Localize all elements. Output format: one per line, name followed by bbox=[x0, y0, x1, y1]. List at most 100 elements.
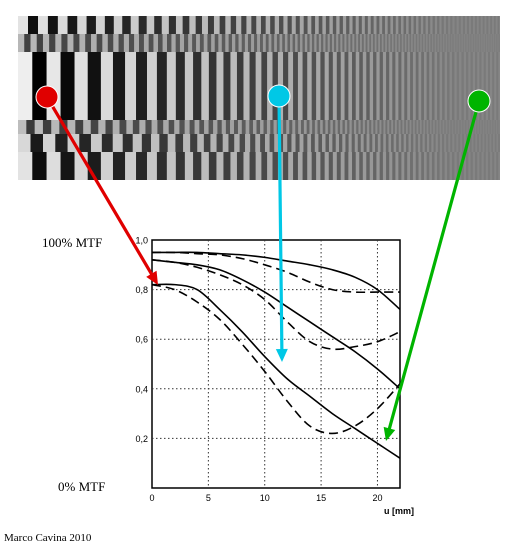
pattern-bar bbox=[348, 152, 353, 180]
pattern-bar bbox=[239, 134, 246, 152]
pattern-bar bbox=[218, 34, 223, 52]
pattern-bar bbox=[442, 52, 445, 120]
pattern-bar bbox=[95, 16, 106, 34]
pattern-bar bbox=[454, 134, 457, 152]
pattern-bar bbox=[373, 120, 376, 134]
pattern-bar bbox=[171, 34, 176, 52]
pattern-bar bbox=[458, 16, 462, 34]
pattern-bar bbox=[197, 134, 205, 152]
pattern-bar bbox=[391, 134, 394, 152]
pattern-bar bbox=[322, 120, 326, 134]
pattern-bar bbox=[216, 152, 224, 180]
pattern-bar bbox=[283, 134, 288, 152]
pattern-bar bbox=[376, 152, 380, 180]
pattern-bar bbox=[91, 34, 97, 52]
pattern-bar bbox=[260, 134, 266, 152]
pattern-bar bbox=[167, 34, 172, 52]
mtf-curve-solid bbox=[152, 283, 400, 459]
pattern-bar bbox=[261, 152, 268, 180]
pattern-bar bbox=[364, 16, 369, 34]
pattern-bar bbox=[454, 152, 458, 180]
pattern-bar bbox=[456, 16, 460, 34]
pattern-bar bbox=[49, 34, 56, 52]
pattern-bar bbox=[492, 52, 495, 120]
pattern-bar bbox=[184, 52, 194, 120]
pattern-bar bbox=[125, 152, 137, 180]
pattern-bar bbox=[216, 52, 224, 120]
pattern-bar bbox=[349, 16, 353, 34]
pattern-bar bbox=[487, 34, 489, 52]
pattern-bar bbox=[450, 16, 453, 34]
pattern-bar bbox=[297, 152, 303, 180]
pattern-bar bbox=[428, 120, 431, 134]
pattern-bar bbox=[456, 134, 459, 152]
pattern-bar bbox=[347, 120, 350, 134]
pattern-bar bbox=[444, 134, 447, 152]
pattern-bar bbox=[322, 134, 326, 152]
pattern-bar bbox=[472, 16, 476, 34]
pattern-bar bbox=[493, 120, 495, 134]
pattern-bar bbox=[447, 34, 449, 52]
pattern-bar bbox=[193, 52, 202, 120]
pattern-bar bbox=[36, 34, 44, 52]
pattern-bar bbox=[179, 120, 185, 134]
pattern-bar bbox=[464, 16, 468, 34]
pattern-bar bbox=[316, 52, 321, 120]
pattern-bar bbox=[336, 152, 342, 180]
pattern-bar bbox=[486, 120, 489, 134]
pattern-bar bbox=[355, 152, 360, 180]
pattern-bar bbox=[309, 34, 313, 52]
pattern-bar bbox=[490, 16, 493, 34]
pattern-bar bbox=[379, 16, 383, 34]
pattern-bar bbox=[241, 34, 246, 52]
pattern-bar bbox=[282, 34, 286, 52]
pattern-bar bbox=[260, 34, 264, 52]
pattern-bar bbox=[195, 16, 203, 34]
pattern-bar bbox=[418, 120, 421, 134]
pattern-bar bbox=[407, 120, 410, 134]
pattern-bar bbox=[360, 120, 364, 134]
pattern-bar bbox=[325, 16, 330, 34]
pattern-bar bbox=[339, 16, 344, 34]
pattern-bar bbox=[436, 34, 438, 52]
pattern-bar bbox=[377, 120, 380, 134]
pattern-bar bbox=[485, 152, 489, 180]
pattern-bar bbox=[123, 34, 130, 52]
pattern-bar bbox=[101, 134, 114, 152]
pattern-bar bbox=[122, 134, 133, 152]
pattern-bar bbox=[363, 134, 367, 152]
pattern-bar bbox=[478, 134, 482, 152]
pattern-bar bbox=[87, 52, 102, 120]
pattern-bar bbox=[385, 120, 388, 134]
pattern-bar bbox=[448, 120, 451, 134]
pattern-bar bbox=[261, 52, 268, 120]
pattern-bar bbox=[311, 152, 317, 180]
pattern-bar bbox=[263, 120, 268, 134]
pattern-bar bbox=[401, 134, 404, 152]
pattern-bar bbox=[320, 52, 325, 120]
pattern-bar bbox=[60, 152, 75, 180]
pattern-bar bbox=[288, 152, 294, 180]
pattern-bar bbox=[490, 52, 493, 120]
pattern-bar bbox=[303, 134, 308, 152]
pattern-bar bbox=[304, 34, 308, 52]
pattern-bar bbox=[421, 152, 425, 180]
pattern-bar bbox=[98, 120, 106, 134]
pattern-bar bbox=[457, 34, 460, 52]
pattern-bar bbox=[474, 16, 478, 34]
pattern-bar bbox=[314, 120, 318, 134]
pattern-bar bbox=[339, 134, 343, 152]
pattern-bar bbox=[346, 34, 349, 52]
pattern-bar bbox=[379, 152, 384, 180]
pattern-bar bbox=[411, 16, 414, 34]
pattern-bar bbox=[249, 52, 256, 120]
pattern-bar bbox=[351, 134, 356, 152]
pattern-bar bbox=[404, 120, 407, 134]
pattern-bar bbox=[207, 16, 215, 34]
pattern-bar bbox=[233, 120, 239, 134]
pattern-bar bbox=[441, 16, 445, 34]
pattern-bar bbox=[423, 34, 425, 52]
pattern-bar bbox=[453, 120, 456, 134]
pattern-bar bbox=[439, 134, 443, 152]
pattern-bar bbox=[426, 34, 428, 52]
